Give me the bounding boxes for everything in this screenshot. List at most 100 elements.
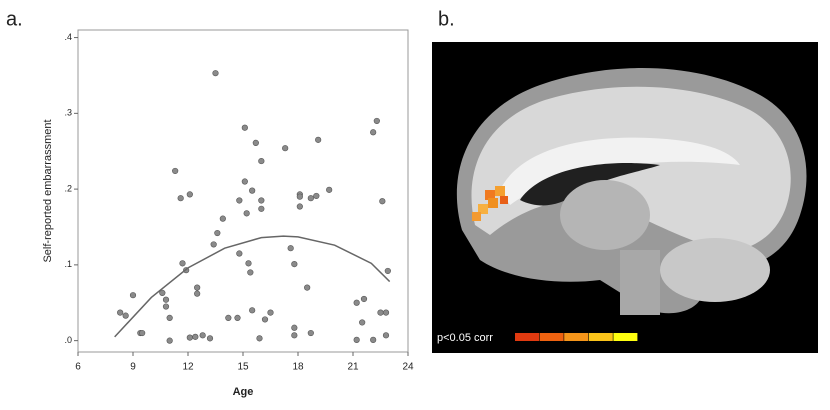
data-point — [192, 333, 199, 340]
data-point — [234, 314, 241, 322]
data-point — [379, 198, 386, 205]
data-point — [245, 260, 252, 267]
data-point — [252, 139, 259, 146]
colorbar-segment — [539, 333, 564, 341]
data-point — [139, 329, 146, 337]
data-point — [214, 229, 221, 237]
colorbar-segment — [515, 333, 539, 341]
y-tick-label: .3 — [64, 108, 72, 118]
corpus-callosum — [500, 137, 740, 205]
data-point — [313, 192, 320, 200]
data-point — [296, 203, 303, 210]
data-point — [194, 290, 201, 297]
brain-panel: p<0.05 corr — [432, 42, 818, 353]
data-point — [360, 295, 368, 303]
fit-curve — [114, 235, 391, 338]
data-point — [373, 117, 380, 125]
data-point — [212, 70, 219, 77]
cerebellum — [660, 238, 770, 302]
activation — [485, 190, 495, 200]
y-tick-label: .2 — [64, 183, 72, 193]
colorbar-segment — [613, 333, 638, 341]
data-point — [307, 195, 314, 202]
data-point — [243, 210, 250, 217]
data-point — [353, 336, 360, 343]
data-point — [249, 187, 256, 194]
x-tick-label: 15 — [237, 362, 249, 373]
data-point — [241, 178, 248, 185]
data-point — [122, 312, 129, 319]
data-point — [258, 157, 265, 165]
data-point — [162, 303, 170, 310]
data-point — [206, 335, 214, 342]
data-point — [247, 269, 254, 276]
activation — [472, 212, 481, 221]
data-point — [382, 309, 390, 316]
x-tick-label: 18 — [292, 362, 304, 373]
data-point — [315, 136, 322, 143]
data-point — [377, 309, 384, 316]
brainstem — [620, 250, 660, 315]
activation — [495, 186, 505, 196]
data-point — [370, 336, 377, 343]
x-tick-label: 12 — [182, 362, 194, 373]
data-point — [384, 267, 391, 275]
y-tick-label: .4 — [64, 32, 72, 42]
data-point — [304, 284, 311, 291]
data-point — [162, 296, 170, 303]
data-point — [210, 241, 217, 248]
data-point — [186, 334, 193, 341]
data-point — [326, 186, 333, 193]
data-point — [159, 289, 166, 297]
data-point — [382, 332, 390, 339]
data-point — [267, 309, 274, 316]
data-point — [179, 260, 186, 267]
x-tick-label: 24 — [402, 362, 414, 373]
data-point — [166, 314, 173, 322]
colorbar-segment — [588, 333, 613, 341]
data-point — [256, 335, 263, 342]
data-point — [258, 205, 265, 212]
data-point — [359, 319, 366, 326]
data-point — [291, 324, 298, 331]
data-point — [129, 292, 137, 299]
panel-label: b. — [438, 8, 455, 30]
colorbar-segment — [564, 333, 589, 341]
data-point — [177, 195, 184, 202]
data-point — [261, 316, 269, 323]
y-tick-label: .0 — [64, 335, 72, 345]
thalamus — [560, 180, 650, 250]
panel-label: a. — [6, 8, 23, 30]
data-point — [219, 215, 226, 222]
data-point — [296, 193, 303, 200]
data-point — [307, 329, 314, 337]
activation — [478, 204, 488, 214]
y-tick-label: .1 — [64, 259, 72, 269]
data-point — [166, 337, 173, 344]
data-point — [291, 332, 298, 339]
data-point — [370, 129, 377, 136]
activation — [488, 198, 498, 208]
activation — [500, 196, 508, 204]
data-point — [236, 197, 243, 204]
y-axis-title: Self-reported embarrassment — [42, 119, 54, 262]
x-tick-label: 9 — [130, 362, 136, 373]
data-point — [353, 299, 360, 306]
data-point — [241, 124, 248, 131]
colorbar-label: p<0.05 corr — [437, 332, 493, 344]
data-point — [249, 307, 256, 314]
data-point — [258, 197, 265, 204]
x-tick-label: 21 — [347, 362, 359, 373]
data-point — [225, 314, 232, 322]
data-point — [172, 167, 179, 175]
data-point — [186, 191, 193, 198]
data-point — [287, 245, 294, 252]
x-axis-title: Age — [233, 386, 254, 398]
data-point — [194, 284, 201, 291]
x-tick-label: 6 — [75, 362, 81, 373]
data-point — [282, 145, 289, 152]
data-point — [199, 332, 206, 339]
data-point — [117, 309, 124, 316]
data-point — [236, 250, 243, 257]
